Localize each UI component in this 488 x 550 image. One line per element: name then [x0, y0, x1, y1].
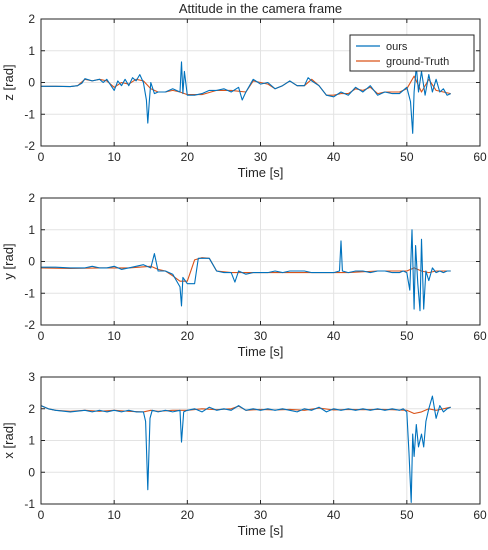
x-axis-label: Time [s] [238, 165, 284, 180]
x-tick-label: 50 [400, 508, 414, 522]
x-tick-label: 40 [327, 329, 341, 343]
y-tick-label: 0 [28, 76, 35, 90]
x-tick-label: 10 [107, 150, 121, 164]
y-tick-label: -2 [24, 318, 35, 332]
y-axis-label: x [rad] [1, 422, 16, 458]
x-tick-label: 40 [327, 150, 341, 164]
chart-title: Attitude in the camera frame [179, 1, 342, 16]
y-tick-label: 2 [28, 402, 35, 416]
x-axis-label: Time [s] [238, 344, 284, 359]
x-tick-label: 0 [38, 150, 45, 164]
legend: ours ground-Truth [349, 34, 475, 72]
x-tick-label: 50 [400, 150, 414, 164]
y-tick-label: 2 [28, 12, 35, 26]
x-tick-label: 60 [473, 508, 487, 522]
x-tick-label: 40 [327, 508, 341, 522]
y-tick-label: 1 [28, 434, 35, 448]
x-tick-label: 10 [107, 508, 121, 522]
x-tick-label: 20 [181, 150, 195, 164]
x-tick-label: 20 [181, 329, 195, 343]
axes-frame [40, 18, 481, 147]
y-tick-label: 0 [28, 255, 35, 269]
y-axis-label: z [rad] [1, 64, 16, 100]
y-tick-label: 0 [28, 465, 35, 479]
y-tick-label: -1 [24, 497, 35, 511]
series-line-ours [41, 229, 451, 312]
y-tick-label: 3 [28, 370, 35, 384]
y-tick-label: 2 [28, 191, 35, 205]
chart-panel-0: 0 10 20 30 40 50 60 -2 -1 0 1 2 Time [s] z [rad] Attit… [1, 1, 487, 180]
x-tick-label: 30 [254, 329, 268, 343]
x-tick-label: 20 [181, 508, 195, 522]
legend-label: ours [386, 41, 408, 53]
x-tick-label: 30 [254, 150, 268, 164]
y-tick-label: 1 [28, 223, 35, 237]
y-tick-label: -1 [24, 286, 35, 300]
series-line-ours [41, 61, 451, 134]
y-axis-label: y [rad] [1, 243, 16, 279]
y-tick-label: -1 [24, 107, 35, 121]
x-tick-label: 10 [107, 329, 121, 343]
x-tick-label: 0 [38, 508, 45, 522]
x-tick-label: 60 [473, 150, 487, 164]
x-tick-label: 30 [254, 508, 268, 522]
y-tick-label: 1 [28, 44, 35, 58]
x-axis-label: Time [s] [238, 523, 284, 538]
axes-frame [40, 376, 481, 505]
series-line-ours [41, 395, 451, 503]
chart-panel-1: 0 10 20 30 40 50 60 -2 -1 0 1 2 Time [s] y [rad] [1, 191, 487, 359]
axes-frame [40, 197, 481, 326]
legend-label: ground-Truth [386, 56, 449, 68]
legend-box [349, 34, 475, 72]
x-tick-label: 0 [38, 329, 45, 343]
x-tick-label: 60 [473, 329, 487, 343]
y-tick-label: -2 [24, 139, 35, 153]
x-tick-label: 50 [400, 329, 414, 343]
